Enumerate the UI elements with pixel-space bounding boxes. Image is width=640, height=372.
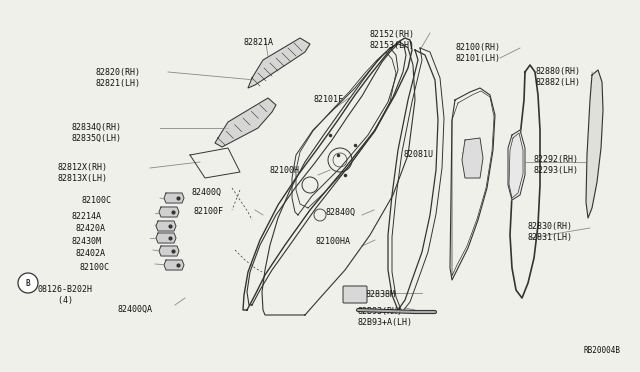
Text: 82100C: 82100C bbox=[82, 196, 112, 205]
Text: 82100HA: 82100HA bbox=[316, 237, 351, 246]
Polygon shape bbox=[159, 246, 179, 256]
Text: 82400QA: 82400QA bbox=[118, 305, 153, 314]
Text: 82214A: 82214A bbox=[72, 212, 102, 221]
Text: 82420A: 82420A bbox=[75, 224, 105, 233]
Text: 08126-B202H
    (4): 08126-B202H (4) bbox=[38, 285, 93, 305]
Text: 82812X(RH)
82813X(LH): 82812X(RH) 82813X(LH) bbox=[57, 163, 107, 183]
Polygon shape bbox=[156, 221, 176, 231]
Polygon shape bbox=[586, 70, 603, 218]
Text: 82152(RH)
82153(LH): 82152(RH) 82153(LH) bbox=[370, 30, 415, 50]
Text: 82430M: 82430M bbox=[72, 237, 102, 246]
Text: B: B bbox=[26, 279, 30, 288]
Polygon shape bbox=[462, 138, 483, 178]
Text: 82821A: 82821A bbox=[243, 38, 273, 47]
Text: 82400Q: 82400Q bbox=[192, 188, 222, 197]
Text: 82834Q(RH)
82835Q(LH): 82834Q(RH) 82835Q(LH) bbox=[72, 123, 122, 143]
Polygon shape bbox=[156, 233, 176, 243]
Text: 82101F: 82101F bbox=[314, 95, 344, 104]
Text: 82100C: 82100C bbox=[80, 263, 110, 272]
Polygon shape bbox=[164, 193, 184, 203]
Text: 82100F: 82100F bbox=[193, 207, 223, 216]
Polygon shape bbox=[159, 207, 179, 217]
Polygon shape bbox=[248, 38, 310, 88]
Text: RB20004B: RB20004B bbox=[583, 346, 620, 355]
Text: 82B93(RH)
82B93+A(LH): 82B93(RH) 82B93+A(LH) bbox=[358, 307, 413, 327]
Text: 82830(RH)
82831(LH): 82830(RH) 82831(LH) bbox=[527, 222, 572, 242]
Text: 82820(RH)
82821(LH): 82820(RH) 82821(LH) bbox=[95, 68, 140, 88]
Polygon shape bbox=[215, 98, 276, 147]
Polygon shape bbox=[164, 260, 184, 270]
FancyBboxPatch shape bbox=[343, 286, 367, 303]
Text: 82292(RH)
82293(LH): 82292(RH) 82293(LH) bbox=[534, 155, 579, 175]
Text: 82402A: 82402A bbox=[75, 249, 105, 258]
Polygon shape bbox=[508, 130, 525, 200]
Circle shape bbox=[18, 273, 38, 293]
Text: 82840Q: 82840Q bbox=[326, 208, 356, 217]
Text: 82100H: 82100H bbox=[270, 166, 300, 175]
Text: 82838M: 82838M bbox=[366, 290, 396, 299]
Text: 82081U: 82081U bbox=[404, 150, 434, 159]
Text: 82880(RH)
82882(LH): 82880(RH) 82882(LH) bbox=[536, 67, 581, 87]
Text: 82100(RH)
82101(LH): 82100(RH) 82101(LH) bbox=[455, 43, 500, 63]
